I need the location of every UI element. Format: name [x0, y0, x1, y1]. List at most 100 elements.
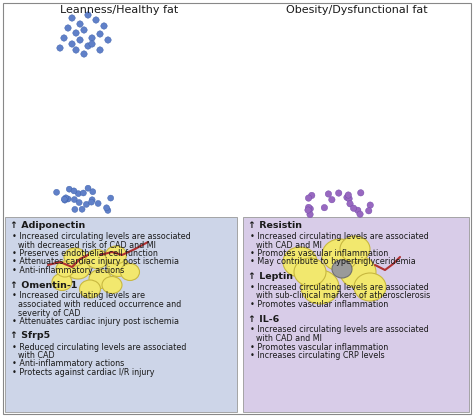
- Text: • Increased circulating levels are: • Increased circulating levels are: [12, 291, 145, 301]
- Ellipse shape: [52, 274, 72, 291]
- Text: with sub-clinical markers of atherosclerosis: with sub-clinical markers of atheroscler…: [256, 291, 430, 301]
- Ellipse shape: [86, 249, 108, 269]
- Circle shape: [61, 196, 67, 202]
- Circle shape: [63, 195, 69, 201]
- Circle shape: [346, 196, 352, 202]
- Circle shape: [103, 205, 109, 211]
- Text: • May contribute to hypertriglyceridemia: • May contribute to hypertriglyceridemia: [250, 258, 416, 266]
- Circle shape: [307, 211, 313, 218]
- Ellipse shape: [340, 256, 376, 288]
- Circle shape: [93, 17, 99, 23]
- Circle shape: [81, 27, 87, 33]
- Ellipse shape: [64, 248, 86, 266]
- Text: • Attenuates cardiac injury post ischemia: • Attenuates cardiac injury post ischemi…: [12, 258, 179, 266]
- Circle shape: [72, 206, 78, 212]
- Text: with CAD: with CAD: [18, 351, 55, 360]
- Text: ↑ IL-6: ↑ IL-6: [248, 314, 279, 324]
- Text: ↑ Leptin: ↑ Leptin: [248, 272, 293, 281]
- Text: • Increased circulating levels are associated: • Increased circulating levels are assoc…: [12, 232, 191, 241]
- Text: ↑ Sfrp5: ↑ Sfrp5: [10, 332, 50, 341]
- Circle shape: [357, 211, 363, 217]
- Ellipse shape: [301, 270, 339, 304]
- Circle shape: [69, 15, 75, 21]
- Circle shape: [77, 37, 83, 43]
- Circle shape: [105, 37, 111, 43]
- Circle shape: [97, 31, 103, 37]
- Circle shape: [321, 204, 328, 211]
- Circle shape: [77, 21, 83, 27]
- Circle shape: [89, 41, 95, 47]
- Text: • Increased circulating levels are associated: • Increased circulating levels are assoc…: [250, 326, 429, 334]
- Circle shape: [89, 199, 94, 205]
- Circle shape: [345, 192, 352, 198]
- Circle shape: [355, 207, 361, 214]
- Circle shape: [72, 196, 77, 203]
- Ellipse shape: [322, 239, 358, 271]
- Circle shape: [57, 45, 63, 51]
- Circle shape: [89, 35, 95, 41]
- Circle shape: [62, 197, 68, 203]
- Circle shape: [347, 201, 353, 207]
- Circle shape: [85, 43, 91, 49]
- Circle shape: [83, 201, 90, 207]
- Text: with decreased risk of CAD and MI: with decreased risk of CAD and MI: [18, 241, 156, 249]
- Circle shape: [73, 47, 79, 53]
- Text: ↑ Adiponectin: ↑ Adiponectin: [10, 221, 85, 230]
- Circle shape: [65, 196, 71, 202]
- Circle shape: [307, 206, 313, 212]
- Text: with CAD and MI: with CAD and MI: [256, 334, 322, 343]
- Ellipse shape: [354, 273, 386, 301]
- Bar: [243, 217, 469, 412]
- Circle shape: [105, 207, 111, 214]
- Circle shape: [336, 190, 342, 196]
- Circle shape: [357, 190, 364, 196]
- Circle shape: [365, 208, 372, 214]
- Circle shape: [108, 195, 114, 201]
- Circle shape: [76, 199, 82, 206]
- Text: Leanness/Healthy fat: Leanness/Healthy fat: [60, 5, 178, 15]
- Circle shape: [61, 35, 67, 41]
- Circle shape: [305, 207, 311, 213]
- Circle shape: [54, 189, 60, 195]
- Ellipse shape: [106, 246, 127, 264]
- Circle shape: [97, 47, 103, 53]
- Circle shape: [90, 189, 96, 195]
- Text: severity of CAD: severity of CAD: [18, 309, 81, 317]
- Ellipse shape: [340, 236, 370, 262]
- Circle shape: [305, 204, 312, 211]
- Ellipse shape: [283, 247, 317, 277]
- Circle shape: [89, 197, 95, 203]
- Circle shape: [328, 196, 335, 203]
- Text: • Increased circulating levels are associated: • Increased circulating levels are assoc…: [250, 232, 429, 241]
- Circle shape: [69, 41, 75, 47]
- Circle shape: [81, 190, 86, 196]
- Circle shape: [65, 25, 71, 31]
- Circle shape: [85, 185, 91, 191]
- Text: • Preserves endothelial cell function: • Preserves endothelial cell function: [12, 249, 158, 258]
- Circle shape: [75, 191, 82, 197]
- Ellipse shape: [56, 261, 74, 277]
- Ellipse shape: [332, 260, 352, 278]
- Text: • Promotes vascular inflammation: • Promotes vascular inflammation: [250, 342, 388, 352]
- Text: Obesity/Dysfunctional fat: Obesity/Dysfunctional fat: [286, 5, 428, 15]
- Circle shape: [73, 30, 79, 36]
- Ellipse shape: [89, 269, 111, 289]
- Ellipse shape: [294, 258, 326, 286]
- Ellipse shape: [66, 259, 90, 279]
- Text: ↑ Resistin: ↑ Resistin: [248, 221, 302, 230]
- Ellipse shape: [120, 264, 139, 281]
- Circle shape: [71, 188, 77, 194]
- Text: • Anti-inflammatory actions: • Anti-inflammatory actions: [12, 359, 124, 369]
- Ellipse shape: [80, 280, 100, 298]
- Circle shape: [325, 191, 332, 197]
- Circle shape: [101, 23, 107, 29]
- Circle shape: [95, 201, 101, 206]
- Text: • Increased circulating levels are associated: • Increased circulating levels are assoc…: [250, 283, 429, 292]
- Circle shape: [344, 194, 350, 201]
- Circle shape: [79, 206, 85, 212]
- Circle shape: [81, 51, 87, 57]
- Text: • Promotes vascular inflammation: • Promotes vascular inflammation: [250, 300, 388, 309]
- Text: • Protects against cardiac I/R injury: • Protects against cardiac I/R injury: [12, 368, 155, 377]
- Text: ↑ Omentin-1: ↑ Omentin-1: [10, 281, 77, 289]
- Text: with CAD and MI: with CAD and MI: [256, 241, 322, 249]
